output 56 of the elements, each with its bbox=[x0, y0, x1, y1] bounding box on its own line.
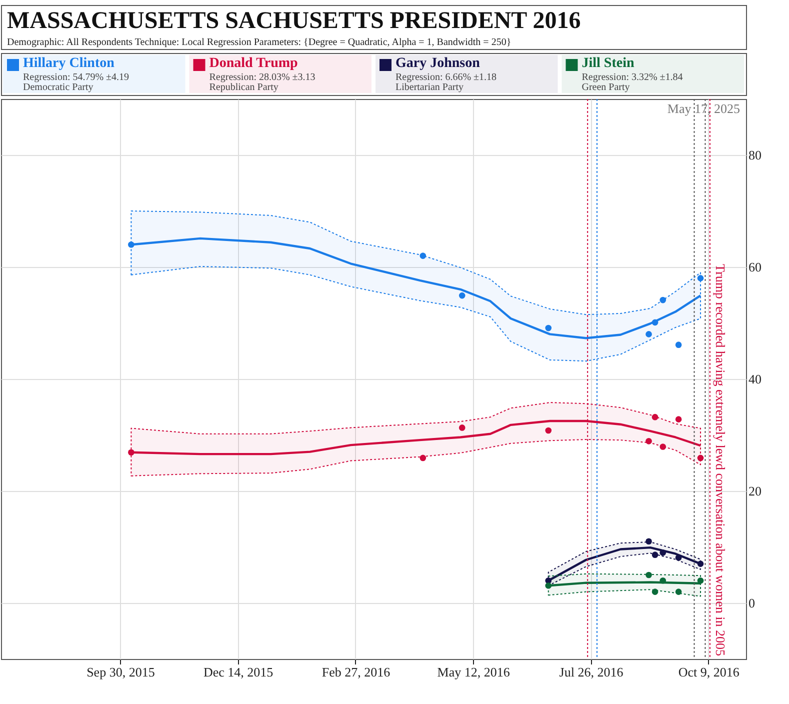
text: Republican Party bbox=[209, 82, 278, 93]
point bbox=[697, 560, 704, 567]
point bbox=[420, 454, 426, 462]
annotation: May 17, 2025 bbox=[667, 101, 740, 116]
point bbox=[646, 331, 652, 338]
point bbox=[545, 427, 552, 434]
point bbox=[545, 324, 552, 332]
ref-line-label: Trump recorded having extremely lewd conversation about women in 2005 bbox=[712, 264, 728, 656]
point bbox=[652, 552, 658, 558]
x-tick-label: May 12, 2016 bbox=[437, 664, 510, 680]
point bbox=[660, 444, 666, 450]
x-tick-label: Sep 30, 2015 bbox=[86, 664, 155, 680]
point bbox=[697, 454, 704, 462]
point bbox=[458, 292, 466, 299]
point bbox=[420, 252, 426, 259]
x-tick-label: Jul 26, 2016 bbox=[559, 664, 624, 680]
point bbox=[652, 319, 658, 326]
y-tick-label: 40 bbox=[748, 372, 762, 386]
point bbox=[660, 296, 666, 304]
text: Regression: 3.32% ±1.84 bbox=[582, 72, 683, 83]
point bbox=[675, 342, 682, 348]
legend-label: Gary Johnson bbox=[396, 56, 480, 71]
y-tick-label: 60 bbox=[748, 260, 762, 274]
text: Regression: 6.66% ±1.18 bbox=[396, 72, 497, 83]
legend-label: Jill Stein bbox=[582, 56, 634, 71]
point bbox=[697, 577, 704, 584]
text: Regression: 28.03% ±3.13 bbox=[209, 72, 316, 83]
y-tick-label: 20 bbox=[748, 484, 762, 498]
x-tick-label: Feb 27, 2016 bbox=[322, 664, 391, 680]
point bbox=[128, 241, 134, 248]
point bbox=[646, 538, 652, 545]
point bbox=[545, 582, 552, 589]
point bbox=[646, 572, 652, 578]
point bbox=[458, 424, 466, 431]
text: Democratic Party bbox=[23, 82, 94, 93]
point bbox=[652, 588, 658, 595]
legend-label: Hillary Clinton bbox=[23, 56, 115, 71]
text: Green Party bbox=[582, 82, 630, 93]
point bbox=[675, 588, 682, 595]
point bbox=[128, 449, 134, 456]
x-tick-label: Oct 9, 2016 bbox=[678, 664, 740, 680]
point bbox=[646, 438, 652, 444]
chart-subtitle: Demographic: All Respondents Technique: Local Regression Parameters: {Degree = Quadratic, Alpha = 1, Bandwidth = 250} bbox=[7, 37, 512, 48]
text: Libertarian Party bbox=[396, 82, 464, 93]
point bbox=[652, 414, 658, 420]
y-tick-label: 0 bbox=[748, 596, 755, 610]
point bbox=[675, 416, 682, 422]
point bbox=[697, 275, 704, 282]
point bbox=[660, 577, 666, 584]
text: Regression: 54.79% ±4.19 bbox=[23, 72, 130, 83]
point bbox=[675, 554, 682, 561]
legend-label: Donald Trump bbox=[209, 56, 298, 71]
x-tick-label: Dec 14, 2015 bbox=[203, 664, 274, 680]
y-tick-label: 80 bbox=[748, 148, 762, 162]
point bbox=[660, 549, 666, 556]
chart-title: MASSACHUSETTS SACHUSETTS PRESIDENT 2016 bbox=[7, 8, 581, 34]
